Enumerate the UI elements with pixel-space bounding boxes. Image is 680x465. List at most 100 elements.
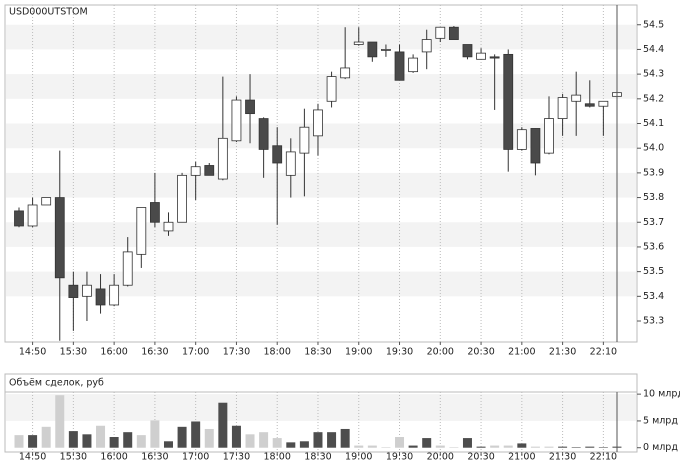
x-tick-label: 15:30 — [60, 347, 87, 358]
grid-band — [6, 222, 636, 247]
volume-bar — [422, 438, 432, 448]
volume-bar — [490, 445, 500, 448]
volume-bar — [558, 446, 568, 448]
volume-bar — [408, 445, 418, 448]
x-tick-label: 21:30 — [549, 347, 576, 358]
candle-body — [584, 103, 595, 107]
volume-bar — [191, 421, 201, 448]
volume-bar — [530, 446, 540, 448]
y-tick-label: 54.1 — [643, 118, 664, 129]
y-tick-label: 5 млрд — [643, 415, 678, 426]
volume-bar — [286, 442, 296, 448]
candle-body — [571, 94, 582, 102]
candle-body — [489, 56, 500, 59]
y-tick-label: 54.3 — [643, 69, 664, 80]
x-tick-label: 17:00 — [182, 452, 209, 463]
y-tick-label: 53.9 — [643, 167, 664, 178]
candle-body — [272, 145, 283, 164]
x-tick-label: 19:00 — [345, 347, 372, 358]
volume-bar — [82, 434, 92, 448]
y-tick-label: 54.4 — [643, 44, 664, 55]
volume-bar — [598, 447, 608, 448]
y-tick-label: 54.2 — [643, 93, 664, 104]
x-tick-label: 22:10 — [590, 452, 617, 463]
candle-body — [109, 284, 120, 306]
candle-body — [598, 100, 609, 107]
candle-body — [448, 26, 459, 40]
grid-band — [6, 74, 636, 99]
y-tick-label: 53.8 — [643, 192, 664, 203]
x-tick-label: 16:30 — [141, 452, 168, 463]
volume-bar — [354, 445, 364, 448]
candle-body — [421, 39, 432, 53]
y-tick-label: 53.7 — [643, 217, 664, 228]
candle-body — [177, 174, 187, 223]
x-tick-label: 19:30 — [386, 452, 413, 463]
volume-bar — [218, 402, 228, 448]
volume-bar — [177, 426, 187, 448]
candle-body — [435, 26, 446, 39]
volume-bar — [435, 445, 445, 448]
candle-body — [149, 202, 160, 223]
candle-body — [245, 99, 255, 115]
candle-body — [530, 128, 541, 164]
x-tick-label: 16:30 — [141, 347, 168, 358]
x-tick-label: 18:30 — [304, 347, 331, 358]
y-tick-label: 0 млрд — [643, 442, 678, 453]
candle-body — [122, 251, 133, 286]
candle-body — [408, 57, 419, 73]
volume-bar — [272, 438, 282, 448]
volume-bar — [136, 435, 146, 448]
volume-bar — [395, 437, 405, 448]
candle-body — [231, 99, 242, 142]
candle-body — [313, 109, 323, 137]
y-tick-label: 10 млрд — [643, 389, 680, 400]
y-tick-label: 53.5 — [643, 266, 664, 277]
volume-bar — [340, 428, 350, 448]
x-tick-label: 17:30 — [223, 452, 250, 463]
volume-bar — [150, 420, 160, 448]
price-panel: 53.3 53.4 53.5 53.6 53.7 53.8 53.9 54.0 54.1 54.2… — [4, 4, 664, 358]
x-tick-label: 20:30 — [467, 347, 494, 358]
candle-body — [557, 97, 568, 119]
candle-body — [14, 210, 24, 227]
volume-bar — [245, 434, 255, 448]
x-tick-label: 16:00 — [100, 347, 127, 358]
panel-title: Объём сделок, руб — [9, 378, 104, 389]
volume-bar — [585, 446, 595, 448]
volume-bar — [231, 425, 241, 448]
candle-body — [516, 129, 527, 150]
volume-bar — [299, 441, 309, 448]
volume-bar — [517, 443, 527, 448]
x-tick-label: 18:00 — [264, 452, 291, 463]
candle-body — [190, 166, 201, 176]
y-tick-label: 54.0 — [643, 143, 664, 154]
volume-bar — [313, 432, 323, 448]
x-tick-label: 20:00 — [427, 347, 454, 358]
candle-body — [462, 44, 473, 58]
grid-band — [6, 172, 636, 198]
x-tick-label: 14:50 — [19, 452, 46, 463]
x-tick-label: 18:00 — [264, 347, 291, 358]
candle-body — [394, 51, 405, 81]
x-tick-label: 14:50 — [19, 347, 46, 358]
candle-body — [353, 41, 364, 45]
x-tick-label: 20:30 — [467, 452, 494, 463]
candle-body — [503, 53, 514, 150]
candle-body — [258, 118, 269, 150]
candle-body — [285, 151, 296, 176]
volume-bar — [367, 445, 377, 448]
candle-body — [204, 165, 215, 176]
x-tick-label: 16:00 — [100, 452, 127, 463]
volume-bar — [96, 425, 106, 448]
volume-bar — [259, 432, 269, 448]
volume-bar — [163, 441, 173, 448]
candle-body — [326, 76, 337, 102]
volume-bar — [123, 432, 133, 448]
y-tick-label: 53.4 — [643, 291, 664, 302]
volume-bar — [327, 432, 337, 448]
candle-body — [95, 288, 106, 306]
volume-bar — [28, 435, 38, 448]
volume-bar — [55, 395, 65, 448]
candle-body — [41, 197, 52, 206]
